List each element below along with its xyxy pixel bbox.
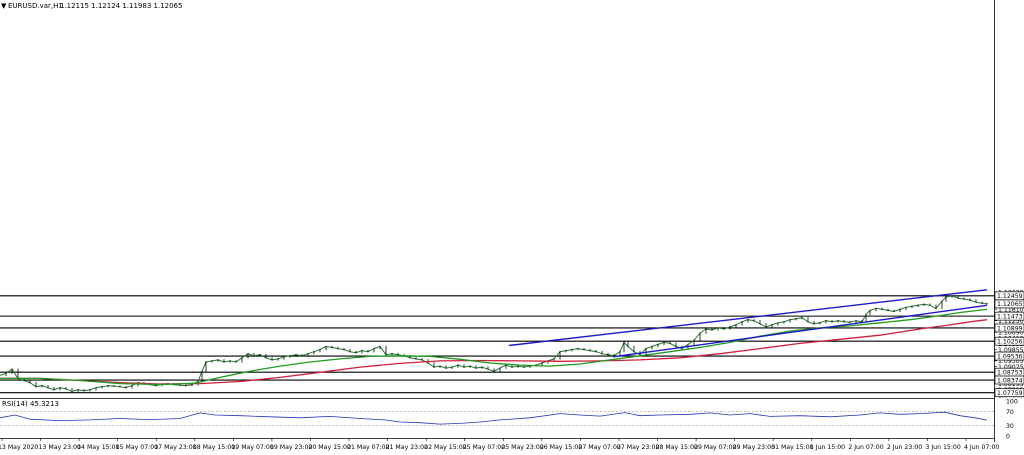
rsi-label: RSI(14) 45.3213 [2,400,59,408]
rsi-guides [0,411,994,426]
rsi-tick-label: 70 [1006,409,1014,416]
moving-averages [0,308,988,386]
time-tick-label: 31 May 15:00 [771,444,813,451]
time-tick-label: 21 May 07:00 [347,444,389,451]
time-tick-label: 27 May 23:00 [617,444,659,451]
time-tick-label: 28 May 15:00 [656,444,698,451]
rsi-line [0,411,988,425]
level-label: 1.12459 [997,293,1023,300]
time-tick-label: 18 May 15:00 [193,444,235,451]
time-tick-label: 20 May 15:00 [308,444,350,451]
rsi-ticks: 100 70 30 0 [1006,398,1018,440]
time-tick-label: 4 Jun 07:00 [964,444,999,451]
level-label-box [994,388,1024,398]
time-tick-label: 15 May 07:00 [116,444,158,451]
last-price-box [994,299,1024,309]
level-label: 1.10256 [997,339,1023,346]
price-tick-label: 1.09305 [998,358,1024,365]
rsi-tick-label: 0 [1006,433,1010,440]
level-label-box [994,336,1024,346]
horizontal-levels [0,295,994,394]
time-tick-label: 2 Jun 23:00 [887,444,922,451]
time-tick-label: 17 May 23:00 [154,444,196,451]
ma-red-line [0,319,988,385]
last-price-text: 1.12065 [997,301,1023,308]
price-tick-label: 1.11810 [998,306,1024,313]
time-tick-label: 25 May 23:00 [501,444,543,451]
rsi-series [0,411,988,425]
ma-green-line [0,308,988,386]
time-tick-label: 3 Jun 15:00 [925,444,960,451]
ohlc-readout: 1.12115 1.12124 1.11983 1.12065 [60,2,182,10]
time-tick-label: 21 May 23:00 [386,444,428,451]
level-label: 1.08374 [997,377,1023,384]
level-label-box [994,311,1024,321]
time-tick-label: 29 May 07:00 [694,444,736,451]
symbol-triangle-icon[interactable]: ▼ [1,2,7,10]
time-tick-label: 26 May 15:00 [540,444,582,451]
price-tick-label: 1.09025 [998,364,1024,371]
level-label: 1.10899 [997,325,1023,332]
time-tick-label: 27 May 07:00 [578,444,620,451]
time-tick-label: 22 May 15:00 [424,444,466,451]
price-tick-label: 1.10690 [998,330,1024,337]
level-labels: 1.12459 1.11473 1.10899 1.10256 1.09536 1.087… [994,291,1024,398]
level-label-box [994,375,1024,385]
time-tick-label: 25 May 07:00 [463,444,505,451]
time-tick-label: 13 May 2020 [0,444,38,451]
price-tick-label: 1.09855 [998,347,1024,354]
time-tick-label: 1 Jun 15:00 [810,444,845,451]
rsi-tick-label: 100 [1006,398,1018,405]
time-tick-label: 19 May 23:00 [270,444,312,451]
level-label-box [994,323,1024,333]
level-label: 1.07759 [997,390,1023,397]
channel-lower-line [612,304,988,358]
symbol-label: EURUSD.var,H1 [8,2,63,10]
time-tick-label: 19 May 07:00 [231,444,273,451]
level-label-box [994,351,1024,361]
rsi-tick-label: 30 [1006,423,1014,430]
level-label: 1.08753 [997,370,1023,377]
price-line [0,295,988,392]
level-label: 1.11473 [997,313,1023,320]
time-tick-label: 29 May 23:00 [733,444,775,451]
price-tick-label: 1.08195 [998,381,1024,388]
time-tick-label: 14 May 15:00 [77,444,119,451]
last-price-label: 1.12065 [994,299,1024,309]
channel-upper-line [508,289,988,347]
time-tick-label: 13 May 23:00 [39,444,81,451]
trend-channel[interactable] [508,289,988,358]
price-tick-label: 1.11250 [998,318,1024,325]
level-label: 1.09536 [997,353,1023,360]
price-series [0,295,988,393]
time-tick-label: 2 Jun 07:00 [848,444,883,451]
